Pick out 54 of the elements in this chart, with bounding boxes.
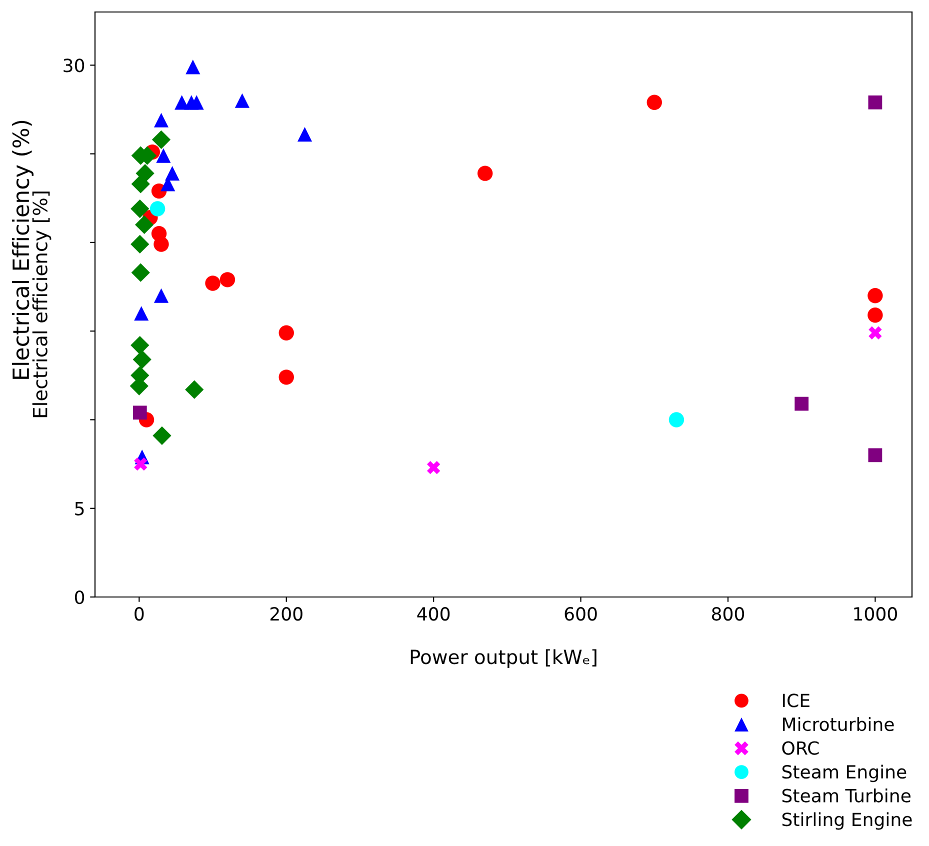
point xyxy=(152,130,171,149)
point xyxy=(868,288,883,304)
point xyxy=(185,380,204,399)
point xyxy=(165,166,180,181)
point xyxy=(297,127,312,142)
point xyxy=(134,457,148,471)
point xyxy=(152,426,172,445)
point xyxy=(868,448,882,462)
legend-label: ORC xyxy=(782,741,819,755)
legend-label: Steam Engine xyxy=(782,764,906,782)
point xyxy=(134,215,154,234)
point xyxy=(156,148,171,163)
point xyxy=(186,60,200,74)
point xyxy=(477,166,493,181)
point xyxy=(794,396,809,411)
point xyxy=(130,336,150,355)
point xyxy=(131,263,150,282)
point xyxy=(131,174,150,194)
point xyxy=(154,112,169,128)
point xyxy=(646,94,662,110)
x-tick-label: 0 xyxy=(134,607,144,621)
x-tick-label: 1000 xyxy=(854,607,897,621)
point xyxy=(234,93,250,108)
point xyxy=(154,288,169,303)
legend-label: Microturbine xyxy=(782,717,894,732)
point xyxy=(132,350,152,369)
x-tick-label: 600 xyxy=(564,607,597,621)
y-tick-label: 30 xyxy=(64,58,84,72)
point xyxy=(130,234,150,254)
point xyxy=(205,276,220,291)
point xyxy=(868,326,882,340)
point xyxy=(868,308,883,323)
legend-label: ICE xyxy=(782,694,810,708)
point xyxy=(130,199,150,218)
x-tick-label: 200 xyxy=(270,607,302,621)
x-tick-label: 800 xyxy=(712,607,744,621)
y-axis-title: Electrical efficiency [%] xyxy=(32,192,52,418)
point xyxy=(278,325,294,340)
point xyxy=(134,306,149,321)
legend-label: Stirling Engine xyxy=(782,812,912,830)
point xyxy=(154,236,169,252)
point xyxy=(132,406,147,420)
point xyxy=(189,95,204,110)
point xyxy=(150,201,166,216)
point xyxy=(278,370,294,385)
y-tick-label: 5 xyxy=(75,502,84,516)
legend-label: Steam Turbine xyxy=(782,788,910,802)
point xyxy=(668,412,684,428)
point xyxy=(220,272,236,288)
y-tick-label: 0 xyxy=(74,590,84,604)
point xyxy=(868,95,882,110)
x-tick-label: 400 xyxy=(417,607,450,621)
point xyxy=(426,461,440,474)
x-axis-title: Power output [kWₑ] xyxy=(410,649,596,668)
